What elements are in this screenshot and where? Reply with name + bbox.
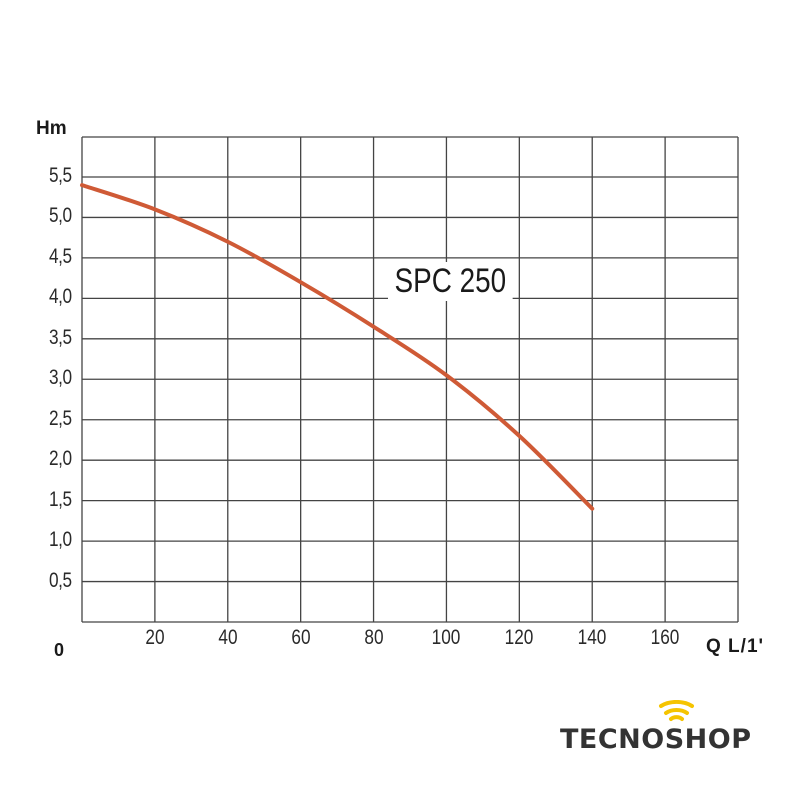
y-axis-title: Hm <box>36 118 67 139</box>
series-label: SPC 250 <box>388 262 513 301</box>
y-tick-label: 2,5 <box>49 406 72 430</box>
x-tick-label: 40 <box>218 626 238 649</box>
x-tick-label: 20 <box>145 626 165 649</box>
x-tick-label: 60 <box>291 626 311 649</box>
wifi-signal-icon <box>659 700 694 721</box>
x-tick-label: 160 <box>650 626 680 649</box>
y-tick-label: 2,0 <box>49 447 72 471</box>
y-tick-label: 5,0 <box>49 204 72 228</box>
y-tick-label: 4,5 <box>49 244 72 268</box>
brand-name: TECNOSHOP <box>560 724 752 755</box>
y-tick-label: 5,5 <box>49 164 72 187</box>
tecnoshop-logo: TECNOSHOP <box>560 700 760 760</box>
x-tick-label: 80 <box>363 626 384 649</box>
x-axis-title: Q L/1' <box>706 636 765 657</box>
x-tick-label: 140 <box>577 626 607 649</box>
y-tick-label: 1,0 <box>49 528 72 552</box>
y-tick-label: 4,0 <box>49 285 72 309</box>
y-tick-label: 3,5 <box>49 325 72 349</box>
origin-label: 0 <box>54 640 65 660</box>
y-tick-label: 3,0 <box>49 366 72 390</box>
pump-curve-line <box>80 183 595 511</box>
y-tick-label: 1,5 <box>49 487 72 511</box>
x-tick-label: 120 <box>504 626 534 649</box>
x-tick-label: 100 <box>432 626 461 649</box>
y-tick-label: 0,5 <box>49 568 72 592</box>
